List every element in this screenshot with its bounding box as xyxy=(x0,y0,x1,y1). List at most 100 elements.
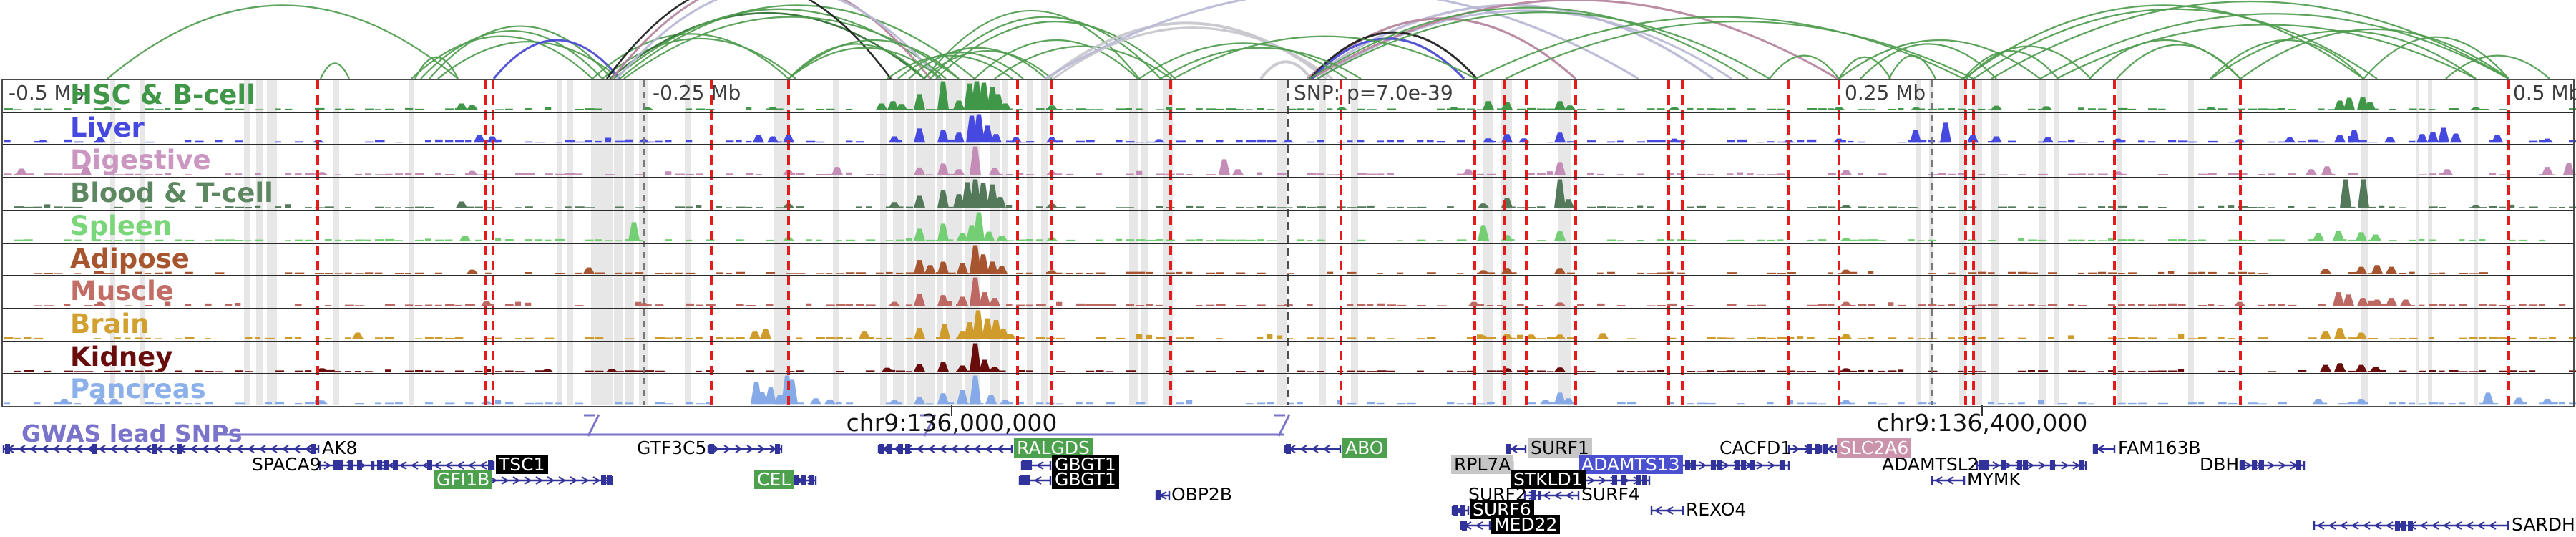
interaction-arc xyxy=(1963,50,2059,79)
gene-label-tsc1: TSC1 xyxy=(496,455,548,474)
gene-label-spaca9: SPACA9 xyxy=(252,454,321,475)
chromosome-position-label: chr9:136,000,000 xyxy=(846,409,1058,437)
track-signal-2 xyxy=(4,114,2576,142)
track-separator xyxy=(1,307,2575,309)
gene-label-gtf3c5: GTF3C5 xyxy=(637,437,707,458)
gene-label-ak8: AK8 xyxy=(322,437,358,458)
scale-label: SNP: p=7.0e-39 xyxy=(1294,81,1453,105)
gene-label-sardh: SARDH xyxy=(2512,514,2575,535)
interaction-arc xyxy=(1317,11,1770,79)
interaction-arc xyxy=(1888,54,1936,79)
interaction-arc xyxy=(930,16,1161,79)
gene-glyph-stkld1 xyxy=(1582,475,1651,485)
gene-glyph-slc2a6 xyxy=(1822,444,1838,454)
interaction-arc xyxy=(1309,6,1749,79)
interaction-arc xyxy=(411,35,593,79)
interaction-arc xyxy=(788,39,960,79)
gene-glyph-obp2b xyxy=(1155,490,1171,500)
interaction-arc xyxy=(935,21,1176,79)
gene-label-abo: ABO xyxy=(1342,438,1387,458)
gene-label-surf1: SURF1 xyxy=(1528,438,1592,458)
interaction-arc xyxy=(1311,0,1838,80)
track-separator xyxy=(1,209,2575,211)
signal-noise xyxy=(14,237,2546,241)
interaction-arc xyxy=(1505,21,1974,79)
gene-glyph-tsc1 xyxy=(372,460,495,470)
interaction-arc xyxy=(2116,44,2241,79)
interaction-arc xyxy=(610,0,932,79)
track-label-spleen: Spleen xyxy=(70,210,172,241)
gene-label-gfi1b: GFI1B xyxy=(434,470,493,489)
gene-glyph-cacfd1 xyxy=(1787,444,1823,454)
gene-glyph-gbgt1 xyxy=(1020,460,1052,470)
gene-label-ralgds: RALGDS xyxy=(1014,438,1093,458)
interaction-arc xyxy=(897,52,1024,79)
gene-glyph-fam163b xyxy=(2092,444,2116,454)
gene-glyph-ak8 xyxy=(2,444,320,454)
gene-label-mymk: MYMK xyxy=(1967,469,2021,490)
interaction-arc xyxy=(1173,35,1476,79)
interaction-arc xyxy=(924,10,1140,79)
interaction-arcs-plot xyxy=(107,0,2550,80)
gene-label-med22: MED22 xyxy=(1491,515,1561,534)
gene-glyph-surf2 xyxy=(1523,490,1541,500)
track-separator xyxy=(1,79,2575,80)
interaction-arc xyxy=(788,43,925,79)
gene-label-fam163b: FAM163B xyxy=(2118,437,2201,458)
signal-peaks xyxy=(459,212,2381,241)
gene-glyph-dbh xyxy=(2239,460,2306,470)
interaction-arc xyxy=(2056,24,2477,79)
interaction-arc xyxy=(2445,54,2550,79)
gene-glyph-gbgt1 xyxy=(1018,475,1052,485)
gene-glyph-rexo4 xyxy=(1650,506,1684,515)
interaction-arc xyxy=(1838,56,1891,79)
gene-glyph-sardh xyxy=(2313,521,2509,531)
track-separator xyxy=(1,144,2575,146)
track-separator xyxy=(1,111,2575,113)
interaction-arc xyxy=(887,54,1013,79)
track-label-adipose: Adipose xyxy=(70,243,190,274)
gene-label-surf4: SURF4 xyxy=(1581,484,1640,505)
track-separator xyxy=(1,177,2575,179)
gene-glyph-mymk xyxy=(1931,476,1966,485)
gene-label-adamts13: ADAMTS13 xyxy=(1579,455,1683,474)
gene-glyph-adamts13 xyxy=(1671,460,1790,470)
interaction-arc xyxy=(107,4,459,79)
interaction-arc xyxy=(1991,1,2509,79)
signal-noise xyxy=(34,269,2488,274)
gene-glyph-med22 xyxy=(1460,521,1491,531)
track-label-liver: Liver xyxy=(70,112,145,143)
track-signal-6 xyxy=(34,245,2488,274)
gene-label-rexo4: REXO4 xyxy=(1686,499,1747,520)
track-signal-1 xyxy=(4,81,2576,110)
gene-glyph-gtf3c5 xyxy=(707,444,783,454)
track-label-brain: Brain xyxy=(70,308,150,339)
interaction-arc xyxy=(1317,9,1732,80)
interaction-arc xyxy=(1259,60,1312,80)
gene-label-cacfd1: CACFD1 xyxy=(1719,437,1792,458)
interaction-arc xyxy=(922,50,1053,79)
scale-label: -0.25 Mb xyxy=(653,81,741,105)
track-label-pancreas: Pancreas xyxy=(70,374,206,405)
lead-snp-connector xyxy=(587,414,600,437)
interaction-arc xyxy=(2363,36,2509,79)
gwas-lead-snps-label: GWAS lead SNPs xyxy=(21,420,243,448)
track-label-muscle: Muscle xyxy=(70,276,174,307)
interaction-arc xyxy=(437,41,620,79)
interaction-arc xyxy=(605,0,892,79)
gene-glyph-abo xyxy=(1284,444,1342,454)
interaction-arc xyxy=(429,25,613,79)
track-signal-4 xyxy=(14,179,2576,208)
interaction-arc xyxy=(1310,37,1465,80)
interaction-arc xyxy=(1138,42,1347,79)
signal-peaks xyxy=(456,179,2482,208)
track-signal-5 xyxy=(14,212,2546,241)
gene-label-adamtsl2: ADAMTSL2 xyxy=(1882,454,1979,475)
interaction-arc xyxy=(619,4,975,79)
lead-snp-connector xyxy=(1277,414,1291,437)
track-separator xyxy=(1,242,2575,244)
gene-label-rpl7a: RPL7A xyxy=(1451,455,1514,474)
interaction-arc xyxy=(492,39,621,79)
gene-glyph-gfi1b xyxy=(484,475,613,485)
